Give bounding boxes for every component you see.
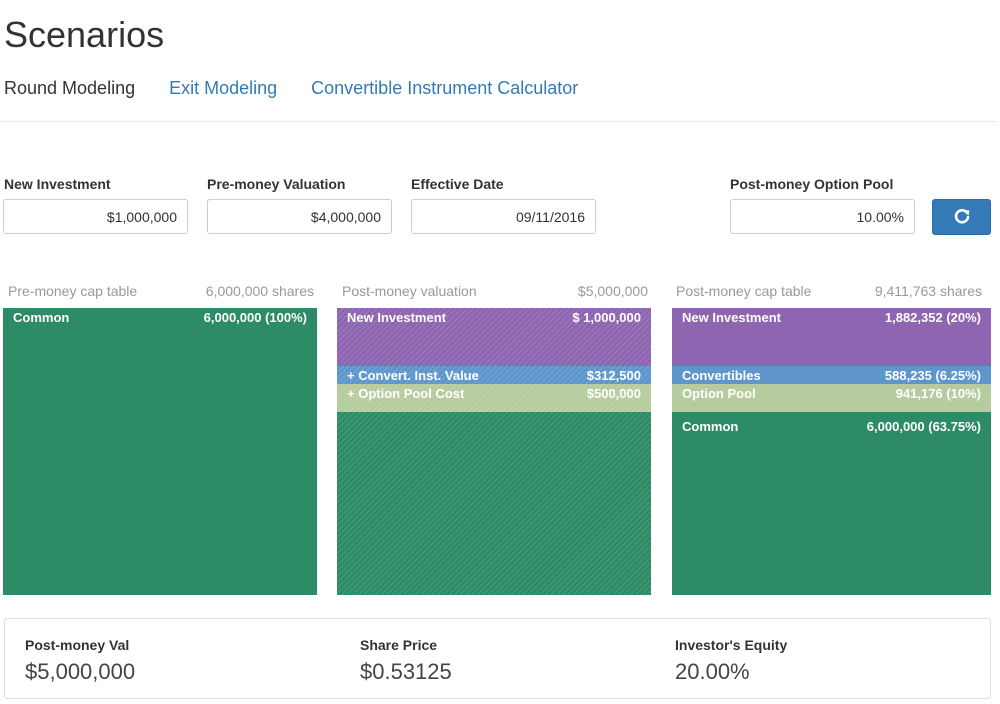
convertible-value-amount: $312,500 (586, 368, 641, 383)
post-common-label: Common (682, 419, 739, 434)
share-price-stat: Share Price $0.53125 (360, 637, 452, 685)
convertibles-band: Convertibles 588,235 (6.25%) (672, 366, 991, 384)
tab-round-modeling[interactable]: Round Modeling (4, 78, 136, 98)
scenario-tabs: Round Modeling Exit Modeling Convertible… (4, 78, 578, 99)
new-investment-label: New Investment (4, 176, 111, 192)
option-pool-band: Option Pool 941,176 (10%) (672, 384, 991, 412)
post-new-investment-label: New Investment (682, 310, 781, 325)
post-money-val-label: Post-money Val (25, 637, 130, 653)
header-divider (0, 121, 996, 122)
post-money-val-stat: Post-money Val $5,000,000 (25, 637, 135, 685)
option-pool-cost-label: + Option Pool Cost (347, 386, 465, 401)
pre-money-cap-table-title: Pre-money cap table (8, 283, 138, 299)
refresh-icon (954, 208, 969, 224)
effective-date-input[interactable] (411, 199, 596, 234)
post-money-valuation-panel: New Investment $ 1,000,000 + Convert. In… (337, 308, 651, 595)
new-investment-value: $ 1,000,000 (572, 310, 641, 325)
option-pool-cost-value: $500,000 (586, 386, 641, 401)
new-investment-label: New Investment (347, 310, 446, 325)
option-pool-cost-band: + Option Pool Cost $500,000 (337, 384, 651, 412)
pre-money-cap-table-header: Pre-money cap table 6,000,000 shares (4, 283, 318, 299)
post-money-cap-table-header: Post-money cap table 9,411,763 shares (672, 283, 986, 299)
post-money-cap-table: New Investment 1,882,352 (20%) Convertib… (672, 308, 991, 595)
post-money-total-shares: 9,411,763 shares (874, 283, 982, 299)
effective-date-label: Effective Date (411, 176, 504, 192)
new-investment-band: New Investment $ 1,000,000 (337, 308, 651, 366)
investor-equity-value: 20.00% (675, 659, 750, 684)
pre-money-valuation-input[interactable] (207, 199, 392, 234)
option-pool-value: 941,176 (10%) (895, 386, 981, 401)
post-new-investment-value: 1,882,352 (20%) (884, 310, 981, 325)
common-label: Common (13, 310, 70, 325)
post-money-val-value: $5,000,000 (25, 659, 136, 684)
tab-convertible-instrument-calculator[interactable]: Convertible Instrument Calculator (311, 78, 579, 98)
summary-box: Post-money Val $5,000,000 Share Price $0… (4, 618, 991, 699)
refresh-button[interactable] (932, 199, 991, 235)
post-money-cap-table-title: Post-money cap table (676, 283, 812, 299)
post-new-investment-band: New Investment 1,882,352 (20%) (672, 308, 991, 366)
post-money-valuation-header: Post-money valuation $5,000,000 (338, 283, 652, 299)
option-pool-label: Post-money Option Pool (730, 176, 894, 192)
new-investment-input[interactable] (3, 199, 188, 234)
option-pool-input[interactable] (730, 199, 915, 234)
share-price-label: Share Price (360, 637, 438, 653)
common-value-band (337, 412, 651, 595)
share-price-value: $0.53125 (360, 659, 452, 684)
post-common-value: 6,000,000 (63.75%) (866, 419, 981, 434)
pre-money-valuation-label: Pre-money Valuation (207, 176, 346, 192)
common-value: 6,000,000 (100%) (203, 310, 307, 325)
page-title: Scenarios (4, 14, 165, 55)
convertibles-label: Convertibles (682, 368, 761, 383)
option-pool-label: Option Pool (682, 386, 756, 401)
tab-exit-modeling[interactable]: Exit Modeling (169, 78, 278, 98)
investor-equity-label: Investor's Equity (675, 637, 788, 653)
convertible-value-label: + Convert. Inst. Value (347, 368, 479, 383)
investor-equity-stat: Investor's Equity 20.00% (675, 637, 787, 685)
pre-money-cap-table: Common 6,000,000 (100%) (3, 308, 317, 595)
pre-money-total-shares: 6,000,000 shares (205, 283, 314, 299)
convertible-value-band: + Convert. Inst. Value $312,500 (337, 366, 651, 384)
convertibles-value: 588,235 (6.25%) (884, 368, 981, 383)
post-money-valuation-total: $5,000,000 (577, 283, 648, 299)
post-common-band: Common 6,000,000 (63.75%) (672, 412, 991, 595)
post-money-valuation-title: Post-money valuation (342, 283, 477, 299)
common-band: Common 6,000,000 (100%) (3, 308, 317, 595)
